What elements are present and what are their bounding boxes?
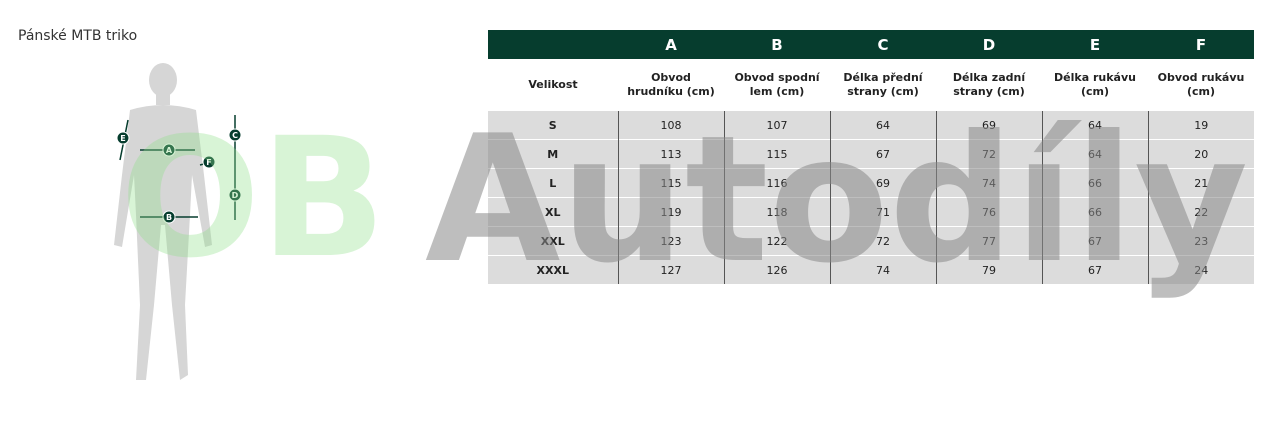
table-cell: 115 <box>617 168 724 198</box>
table-cell: 126 <box>723 255 830 284</box>
column-letter: D <box>936 30 1042 59</box>
table-cell: 113 <box>617 139 724 169</box>
table-cell: XL <box>488 197 618 227</box>
badge <box>162 143 176 157</box>
table-cell: L <box>488 168 618 198</box>
badge <box>116 131 130 145</box>
corner <box>488 30 618 59</box>
column-header: Délka zadní strany (cm) <box>936 59 1042 111</box>
table-cell: 119 <box>617 197 724 227</box>
table-cell: 108 <box>617 110 724 140</box>
badge-label: C <box>232 131 238 140</box>
table-cell: 67 <box>1041 226 1148 256</box>
table-cell: 67 <box>1041 255 1148 284</box>
table-cell: 127 <box>617 255 724 284</box>
table-cell: 74 <box>935 168 1042 198</box>
table-cell: 64 <box>829 110 936 140</box>
table-cell: 72 <box>935 139 1042 169</box>
table-cell: 122 <box>723 226 830 256</box>
column-header: Obvod rukávu (cm) <box>1148 59 1254 111</box>
table-cell: 67 <box>829 139 936 169</box>
table-cell: 116 <box>723 168 830 198</box>
column-header: Délka přední strany (cm) <box>830 59 936 111</box>
table-cell: 118 <box>723 197 830 227</box>
table-cell: S <box>488 110 618 140</box>
table-cell: 66 <box>1041 168 1148 198</box>
table-cell: 66 <box>1041 197 1148 227</box>
column-letter: E <box>1042 30 1148 59</box>
table-cell: 77 <box>935 226 1042 256</box>
column-header: Obvod spodní lem (cm) <box>724 59 830 111</box>
column-header: Velikost <box>488 59 618 111</box>
table-cell: 76 <box>935 197 1042 227</box>
table-cell: 72 <box>829 226 936 256</box>
table-row: XXL 123 122 72 77 67 23 <box>488 226 1254 256</box>
table-cell: 69 <box>829 168 936 198</box>
table-row: S 108 107 64 69 64 19 <box>488 110 1254 140</box>
table-cell: 71 <box>829 197 936 227</box>
table-cell: XXXL <box>488 255 618 284</box>
size-table: A B C D E F Velikost Obvod hrudníku (cm) Obvod s… <box>488 30 1254 284</box>
silhouette <box>114 63 212 380</box>
badge <box>228 128 242 142</box>
table-row: L 115 116 69 74 66 21 <box>488 168 1254 198</box>
table-cell: M <box>488 139 618 169</box>
figure: A B C D E F <box>114 63 242 380</box>
table-cell: 20 <box>1147 139 1254 169</box>
table-row: XXXL 127 126 74 79 67 24 <box>488 255 1254 284</box>
badge-label: E <box>120 134 125 143</box>
badge <box>202 155 216 169</box>
badge-label: A <box>166 146 173 155</box>
table-cell: XXL <box>488 226 618 256</box>
table-cell: 21 <box>1147 168 1254 198</box>
column-header: Délka rukávu (cm) <box>1042 59 1148 111</box>
title: Pánské MTB triko <box>18 28 138 44</box>
table-cell: 69 <box>935 110 1042 140</box>
table-row: M 113 115 67 72 64 20 <box>488 139 1254 169</box>
table-cell: 107 <box>723 110 830 140</box>
table-cell: 24 <box>1147 255 1254 284</box>
column-letter: C <box>830 30 936 59</box>
column-letter: B <box>724 30 830 59</box>
column-letter: A <box>618 30 724 59</box>
badge <box>162 210 176 224</box>
badge-label: D <box>232 191 239 200</box>
table-cell: 123 <box>617 226 724 256</box>
column-header: Obvod hrudníku (cm) <box>618 59 724 111</box>
badge-label: F <box>206 158 211 167</box>
table-row: XL 119 118 71 76 66 22 <box>488 197 1254 227</box>
table-cell: 23 <box>1147 226 1254 256</box>
table-cell: 64 <box>1041 139 1148 169</box>
table-cell: 22 <box>1147 197 1254 227</box>
badge-label: B <box>166 213 172 222</box>
column-letter: F <box>1148 30 1254 59</box>
badge <box>228 188 242 202</box>
table-cell: 79 <box>935 255 1042 284</box>
table-cell: 115 <box>723 139 830 169</box>
table-cell: 64 <box>1041 110 1148 140</box>
table-cell: 19 <box>1147 110 1254 140</box>
table-cell: 74 <box>829 255 936 284</box>
